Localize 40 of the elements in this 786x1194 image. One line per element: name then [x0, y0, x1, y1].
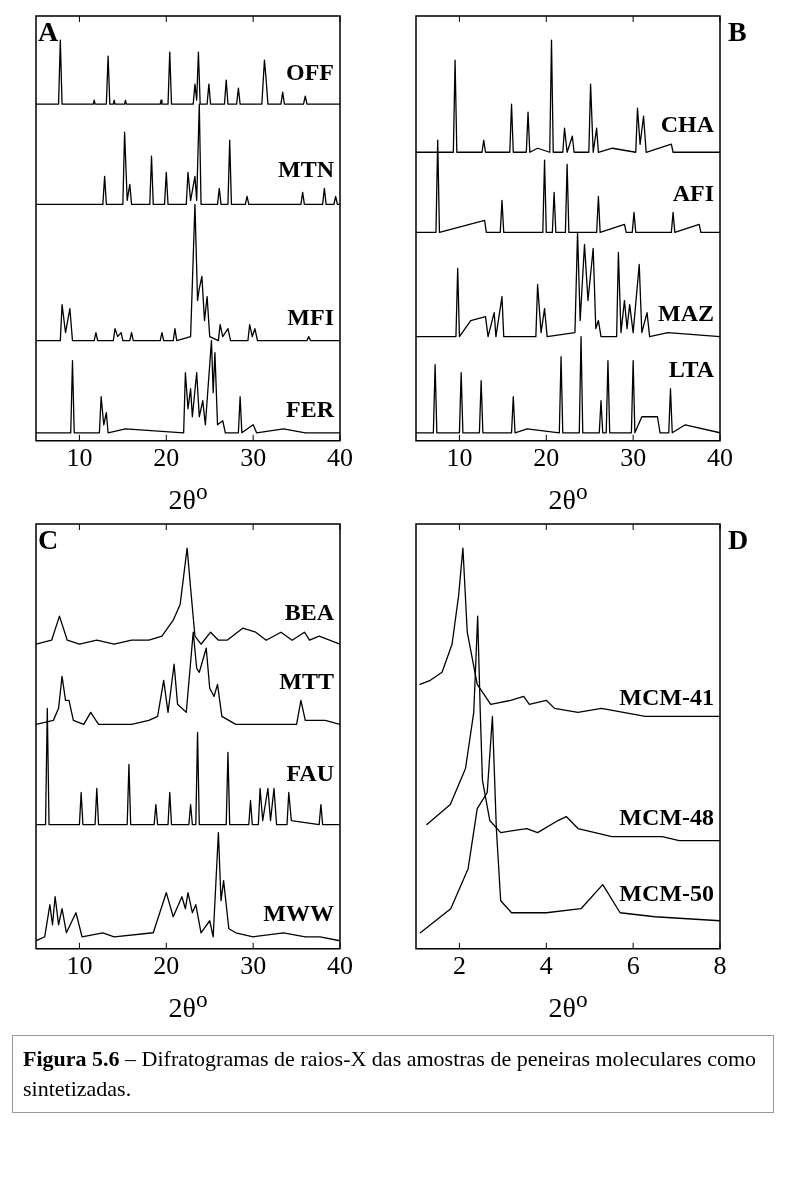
x-tick-label: 2 — [452, 951, 466, 981]
x-tick-label: 30 — [240, 443, 267, 473]
x-axis-title: 2θ$^{o}$ — [167, 986, 209, 1025]
series-label: MCM-41 — [619, 683, 714, 710]
chart-title: A — [38, 16, 59, 48]
x-tick-label: 10 — [66, 443, 93, 473]
x-tick-label: 40 — [327, 443, 353, 473]
series-label: MCM-48 — [619, 804, 714, 831]
x-tick-label: 40 — [707, 443, 733, 473]
x-tick-label: 10 — [66, 951, 93, 981]
x-tick-label: 20 — [533, 443, 560, 473]
x-axis-title: 2θ$^{o}$ — [547, 986, 589, 1025]
series-label: MTN — [278, 155, 335, 182]
x-tick-label: 30 — [620, 443, 647, 473]
series-label: CHA — [660, 111, 715, 138]
series-label: MWW — [263, 900, 334, 927]
x-tick-label: 40 — [327, 951, 353, 981]
chart-title: B — [728, 16, 747, 48]
series-label: MAZ — [658, 299, 714, 326]
x-axis-title: 2θ$^{o}$ — [167, 478, 209, 517]
series-label: MTT — [279, 667, 334, 694]
chart-title: D — [728, 524, 749, 557]
series-label: LTA — [668, 355, 715, 382]
series-label: OFF — [286, 59, 334, 86]
x-tick-label: 30 — [240, 951, 267, 981]
x-tick-label: 20 — [153, 951, 180, 981]
x-axis-title: 2θ$^{o}$ — [547, 478, 589, 517]
x-tick-label: 4 — [539, 951, 553, 981]
series-label: MCM-50 — [619, 880, 714, 907]
series-label: AFI — [672, 179, 714, 206]
text: Figura 5.6 — [23, 1045, 120, 1071]
x-tick-label: 20 — [153, 443, 180, 473]
series-label: FER — [286, 395, 335, 422]
x-tick-label: 10 — [446, 443, 473, 473]
series-label: BEA — [284, 599, 335, 626]
chart-title: C — [38, 524, 59, 557]
x-tick-label: 8 — [713, 951, 727, 981]
x-tick-label: 6 — [626, 951, 640, 981]
series-label: MFI — [287, 303, 334, 330]
series-label: FAU — [286, 760, 334, 787]
